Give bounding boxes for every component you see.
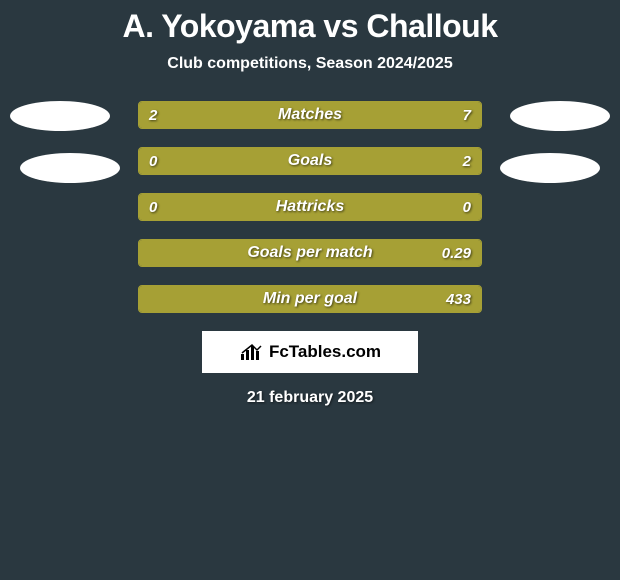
stat-value-right: 7 bbox=[463, 102, 471, 128]
brand-chart-icon bbox=[239, 342, 265, 362]
stat-label: Goals bbox=[139, 148, 481, 174]
stat-label: Goals per match bbox=[139, 240, 481, 266]
avatar-player-left-1 bbox=[10, 101, 110, 131]
brand-text: FcTables.com bbox=[269, 342, 381, 362]
avatar-player-right-1 bbox=[510, 101, 610, 131]
stat-row: Goals per match0.29 bbox=[138, 239, 482, 267]
stat-label: Min per goal bbox=[139, 286, 481, 312]
stat-value-right: 0 bbox=[463, 194, 471, 220]
subtitle: Club competitions, Season 2024/2025 bbox=[0, 55, 620, 73]
stat-value-right: 433 bbox=[446, 286, 471, 312]
stat-row: Goals0 2 bbox=[138, 147, 482, 175]
stats-area: Matches27Goals02Hattricks00Goals per mat… bbox=[0, 101, 620, 313]
page-title: A. Yokoyama vs Challouk bbox=[0, 8, 620, 45]
date-label: 21 february 2025 bbox=[0, 389, 620, 407]
stat-bars: Matches27Goals02Hattricks00Goals per mat… bbox=[138, 101, 482, 313]
brand-badge: FcTables.com bbox=[202, 331, 418, 373]
stat-value-right: 0.29 bbox=[442, 240, 471, 266]
stat-row: Min per goal433 bbox=[138, 285, 482, 313]
stat-value-left: 0 bbox=[149, 194, 157, 220]
stat-row: Hattricks0 0 bbox=[138, 193, 482, 221]
stat-label: Matches bbox=[139, 102, 481, 128]
stat-value-right: 2 bbox=[463, 148, 471, 174]
avatar-player-left-2 bbox=[20, 153, 120, 183]
avatar-player-right-2 bbox=[500, 153, 600, 183]
stat-value-left: 2 bbox=[149, 102, 157, 128]
stat-label: Hattricks bbox=[139, 194, 481, 220]
stat-row: Matches2 7 bbox=[138, 101, 482, 129]
stat-value-left: 0 bbox=[149, 148, 157, 174]
